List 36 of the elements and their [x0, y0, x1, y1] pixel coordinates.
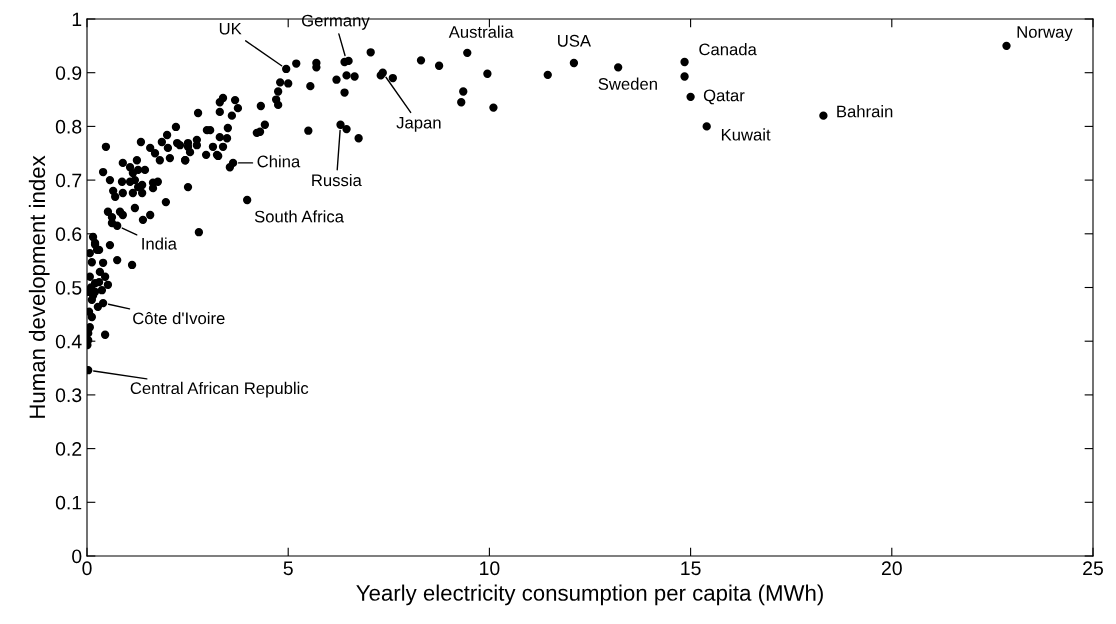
annotation: China — [257, 155, 301, 168]
annotation: Central African Republic — [130, 381, 309, 398]
y-tick-label: 0.6 — [55, 227, 82, 242]
x-tick-label: 15 — [681, 561, 701, 576]
annotation: Sweden — [598, 77, 657, 90]
y-tick-label: 0.5 — [55, 280, 82, 295]
annotation: Australia — [448, 25, 514, 38]
x-tick-label: 5 — [283, 561, 293, 576]
annotation: India — [142, 237, 177, 250]
annotation: Russia — [312, 173, 362, 187]
y-tick-label: 0.4 — [55, 334, 82, 349]
annotation: South Africa — [254, 210, 344, 223]
x-axis-title: Yearly electricity consumption per capita (MWh) — [356, 584, 823, 606]
y-tick-label: 0.9 — [55, 66, 82, 80]
annotation: Norway — [1017, 26, 1073, 42]
y-tick-label: 0.1 — [55, 495, 82, 510]
y-tick-label: 0 — [72, 549, 82, 564]
annotation: Kuwait — [721, 128, 771, 141]
annotation: Qatar — [703, 89, 745, 105]
x-tick-label: 0 — [82, 561, 92, 576]
annotation: Côte d'Ivoire — [133, 311, 225, 325]
y-axis-title: Human development index — [28, 155, 50, 418]
annotation: Canada — [699, 43, 757, 56]
x-tick-label: 10 — [480, 561, 500, 576]
annotation: Germany — [302, 14, 370, 30]
y-tick-label: 1 — [72, 12, 82, 27]
x-tick-label: 20 — [881, 561, 902, 576]
annotation: USA — [558, 34, 591, 47]
y-tick-label: 0.8 — [55, 119, 82, 134]
y-tick-label: 0.3 — [55, 388, 82, 403]
y-tick-label: 0.7 — [55, 173, 82, 188]
annotation: UK — [219, 22, 242, 35]
annotation: Japan — [396, 116, 441, 132]
annotation: Bahrain — [837, 105, 893, 118]
x-tick-label: 25 — [1083, 561, 1103, 576]
y-tick-label: 0.2 — [55, 442, 82, 456]
